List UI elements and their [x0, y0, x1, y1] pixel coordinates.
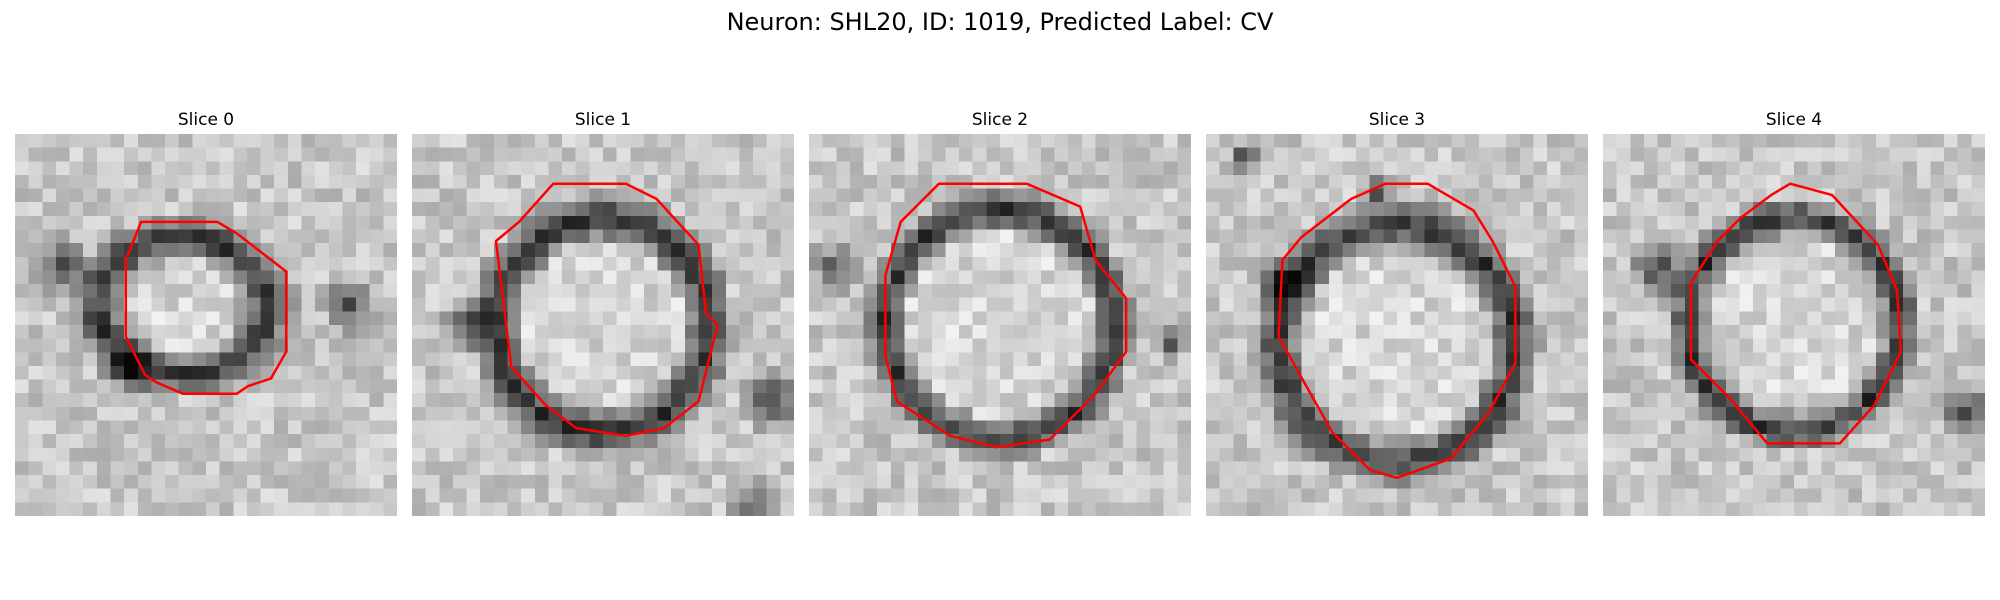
slice-panel-1: Slice 1	[412, 108, 794, 516]
slice-title: Slice 3	[1368, 110, 1426, 130]
slice-image	[1206, 134, 1588, 516]
slice-svg	[1603, 134, 1985, 516]
slice-panel-0: Slice 0	[15, 108, 397, 516]
slice-title: Slice 1	[574, 110, 632, 130]
slice-svg	[809, 134, 1191, 516]
slice-image	[412, 134, 794, 516]
slice-image	[1603, 134, 1985, 516]
figure-title: Neuron: SHL20, ID: 1019, Predicted Label…	[726, 8, 1274, 36]
slice-title: Slice 4	[1765, 110, 1823, 130]
slice-panel-3: Slice 3	[1206, 108, 1588, 516]
slice-image	[809, 134, 1191, 516]
slice-svg	[1206, 134, 1588, 516]
slice-title: Slice 0	[177, 110, 235, 130]
roi-contour	[884, 182, 1128, 449]
slice-svg	[412, 134, 794, 516]
roi-contour	[1689, 182, 1903, 445]
roi-contour	[1277, 182, 1517, 480]
slice-panel-2: Slice 2	[809, 108, 1191, 516]
slice-svg	[15, 134, 397, 516]
roi-contour	[494, 182, 719, 438]
roi-contour	[124, 220, 288, 396]
slice-title: Slice 2	[971, 110, 1029, 130]
slice-panel-4: Slice 4	[1603, 108, 1985, 516]
slice-image	[15, 134, 397, 516]
